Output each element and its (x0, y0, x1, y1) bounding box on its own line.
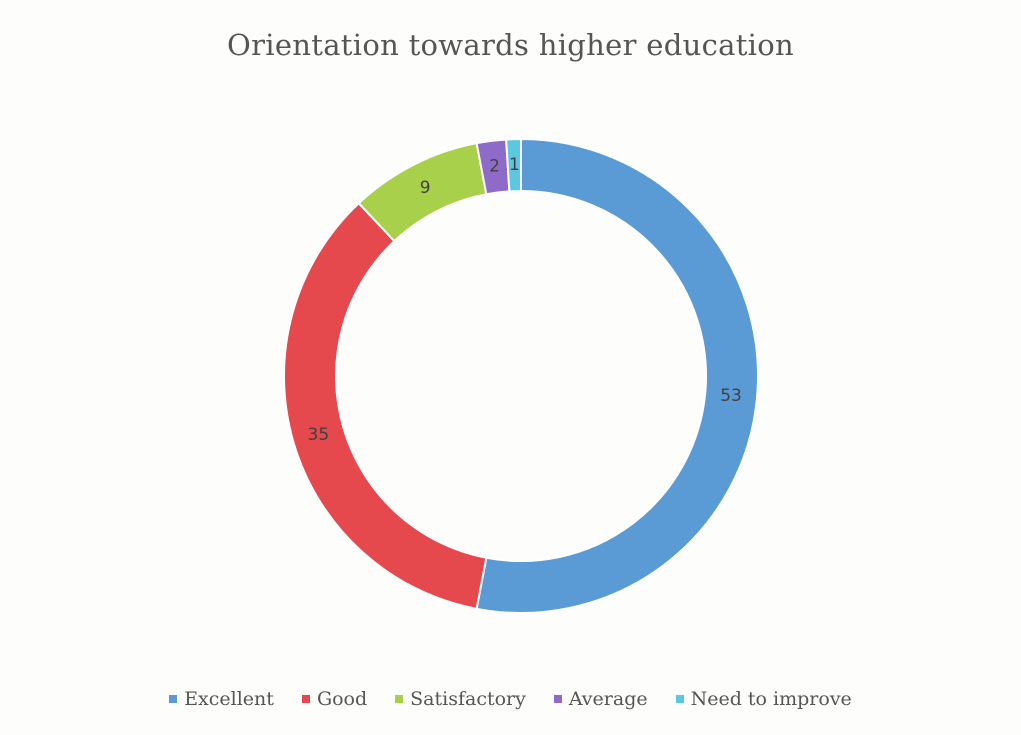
data-label-need-to-improve: 1 (509, 155, 520, 175)
data-label-satisfactory: 9 (420, 178, 431, 198)
legend-label: Need to improve (690, 688, 852, 710)
data-label-average: 2 (489, 157, 500, 177)
legend-item-excellent: Excellent (169, 688, 274, 710)
legend-swatch (675, 695, 684, 703)
legend-item-good: Good (301, 688, 368, 710)
legend-item-average: Average (553, 688, 648, 710)
data-label-good: 35 (308, 425, 330, 445)
slice-excellent (475, 137, 759, 614)
chart-title: Orientation towards higher education (227, 28, 794, 62)
legend-swatch (301, 695, 310, 703)
legend-label: Satisfactory (410, 688, 526, 710)
legend-item-need-to-improve: Need to improve (675, 688, 852, 710)
legend-swatch (169, 695, 178, 703)
legend-label: Average (568, 688, 648, 710)
slice-need-to-improve (505, 137, 522, 193)
chart-legend: Excellent Good Satisfactory Average Need to … (0, 688, 1021, 710)
legend-swatch (553, 695, 562, 703)
legend-item-satisfactory: Satisfactory (395, 688, 526, 710)
slice-good (283, 201, 488, 610)
legend-label: Excellent (184, 688, 274, 710)
data-label-excellent: 53 (720, 386, 742, 406)
legend-swatch (395, 695, 404, 703)
legend-label: Good (316, 688, 368, 710)
